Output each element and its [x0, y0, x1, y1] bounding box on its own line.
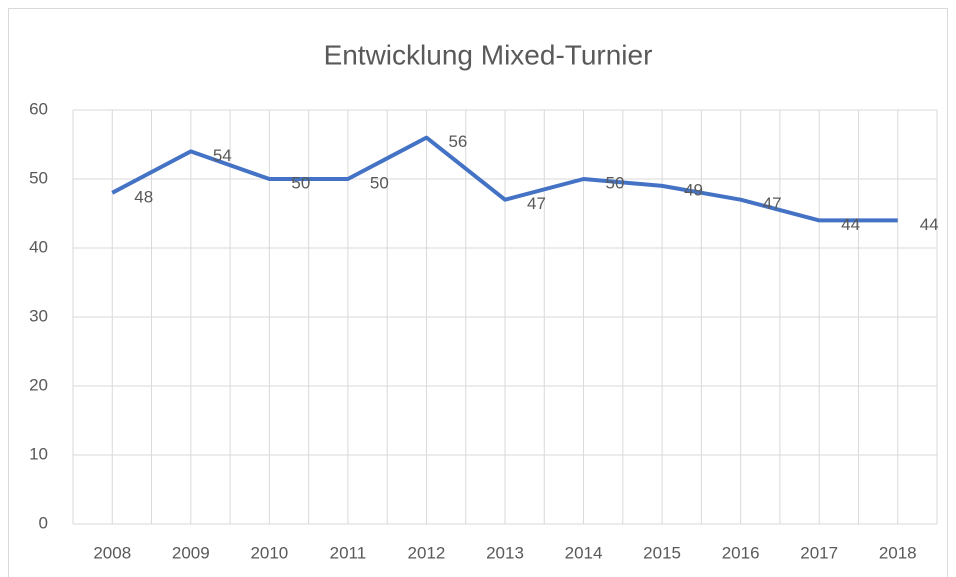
line-series: [111, 135, 898, 223]
data-label: 54: [213, 146, 232, 165]
y-tick-label: 40: [29, 237, 48, 256]
data-label: 48: [134, 187, 153, 206]
y-tick-label: 60: [29, 99, 48, 118]
x-tick-label: 2016: [722, 543, 760, 562]
x-tick-label: 2014: [565, 543, 603, 562]
x-tick-label: 2017: [800, 543, 838, 562]
x-tick-label: 2012: [408, 543, 446, 562]
y-tick-label: 50: [29, 168, 48, 187]
data-label: 44: [920, 215, 939, 234]
data-label: 56: [448, 132, 467, 151]
x-tick-label: 2015: [643, 543, 681, 562]
y-tick-label: 10: [29, 444, 48, 463]
x-tick-label: 2009: [172, 543, 210, 562]
data-label: 50: [606, 173, 625, 192]
data-label: 50: [370, 173, 389, 192]
y-tick-label: 30: [29, 306, 48, 325]
y-tick-label: 20: [29, 375, 48, 394]
chart-border: [8, 8, 948, 577]
x-tick-label: 2013: [486, 543, 524, 562]
data-label: 50: [291, 173, 310, 192]
data-label: 44: [841, 215, 860, 234]
data-label: 47: [527, 194, 546, 213]
y-tick-label: 0: [39, 513, 48, 532]
x-tick-label: 2010: [250, 543, 288, 562]
x-tick-label: 2008: [93, 543, 131, 562]
data-label: 47: [763, 194, 782, 213]
chart-title: Entwicklung Mixed-Turnier: [324, 39, 653, 70]
x-tick-label: 2011: [330, 543, 367, 562]
x-tick-label: 2018: [879, 543, 917, 562]
data-label: 49: [684, 180, 703, 199]
